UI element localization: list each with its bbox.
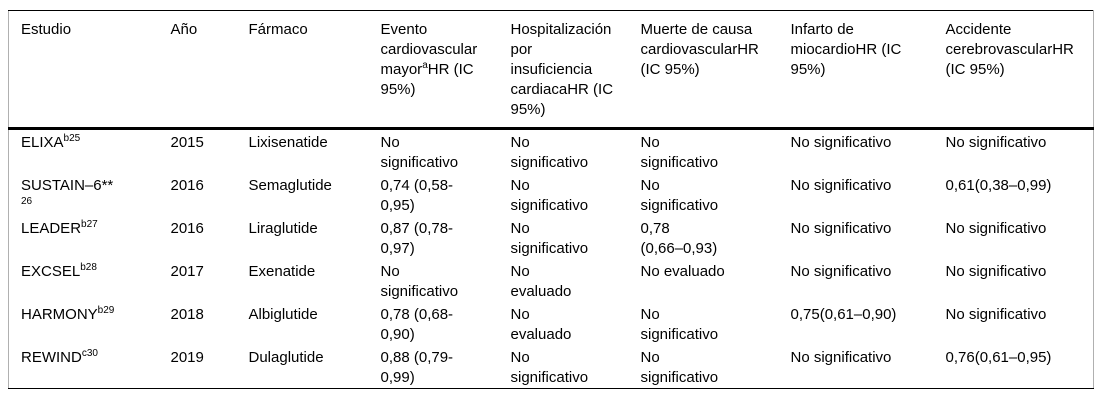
value-cell-hospitalizacion-insuficiencia-cardiaca: No significativo bbox=[510, 134, 589, 171]
table-row: ELIXAb25 2015 Lixisenatide No significativo… bbox=[9, 129, 1094, 174]
glp1-cv-outcomes-table: Estudio Año Fármaco Evento cardiovascular m… bbox=[8, 10, 1094, 389]
value-cell-muerte-causa-cardiovascular: No significativo bbox=[640, 349, 719, 386]
study-cell: EXCSELb28 bbox=[21, 262, 97, 281]
study-cell: SUSTAIN–6** 26 bbox=[21, 177, 114, 207]
footnote-marker: b28 bbox=[80, 262, 97, 273]
column-header-estudio: Estudio bbox=[21, 21, 72, 38]
column-header-evento-cardiovascular-mayor: Evento cardiovascular mayoraHR (IC 95%) bbox=[380, 21, 478, 98]
value-cell-hospitalizacion-insuficiencia-cardiaca: No significativo bbox=[510, 220, 589, 257]
table-row: LEADERb27 2016 Liraglutide 0,87 (0,78- 0,97… bbox=[9, 216, 1094, 259]
value-cell-hospitalizacion-insuficiencia-cardiaca: No evaluado bbox=[510, 263, 572, 300]
column-header-infarto-miocardio: Infarto de miocardioHR (IC 95%) bbox=[790, 21, 902, 78]
value-cell-hospitalizacion-insuficiencia-cardiaca: No evaluado bbox=[510, 306, 572, 343]
value-cell-evento-cardiovascular-mayor: No significativo bbox=[380, 263, 459, 300]
value-cell-hospitalizacion-insuficiencia-cardiaca: No significativo bbox=[510, 349, 589, 386]
header-row: Estudio Año Fármaco Evento cardiovascular m… bbox=[8, 11, 1094, 129]
column-header-accidente-cerebrovascular: Accidente cerebrovascularHR (IC 95%) bbox=[945, 21, 1074, 78]
drug-cell: Albiglutide bbox=[248, 306, 318, 323]
value-cell-accidente-cerebrovascular: No significativo bbox=[945, 263, 1047, 280]
value-cell-accidente-cerebrovascular: 0,61(0,38–0,99) bbox=[945, 177, 1052, 194]
value-cell-muerte-causa-cardiovascular: 0,78 (0,66–0,93) bbox=[640, 220, 718, 257]
value-cell-infarto-miocardio: No significativo bbox=[790, 349, 892, 366]
table-row: SUSTAIN–6** 26 2016 Semaglutide 0,74 (0,58- … bbox=[9, 173, 1094, 216]
year-cell: 2019 bbox=[170, 349, 204, 366]
value-cell-infarto-miocardio: No significativo bbox=[790, 134, 892, 151]
value-cell-evento-cardiovascular-mayor: 0,88 (0,79- 0,99) bbox=[380, 349, 454, 386]
year-cell: 2016 bbox=[170, 177, 204, 194]
value-cell-infarto-miocardio: No significativo bbox=[790, 177, 892, 194]
value-cell-infarto-miocardio: No significativo bbox=[790, 220, 892, 237]
value-cell-hospitalizacion-insuficiencia-cardiaca: No significativo bbox=[510, 177, 589, 214]
value-cell-evento-cardiovascular-mayor: 0,74 (0,58- 0,95) bbox=[380, 177, 454, 214]
footnote-marker: b29 bbox=[97, 305, 115, 316]
study-cell: ELIXAb25 bbox=[21, 133, 81, 152]
value-cell-muerte-causa-cardiovascular: No significativo bbox=[640, 177, 719, 214]
drug-cell: Dulaglutide bbox=[248, 349, 324, 366]
year-cell: 2018 bbox=[170, 306, 204, 323]
column-header-hospitalizacion-insuficiencia-cardiaca: Hospitalización por insuficiencia cardia… bbox=[510, 21, 614, 118]
drug-cell: Exenatide bbox=[248, 263, 316, 280]
column-header-muerte-causa-cardiovascular: Muerte de causa cardiovascularHR (IC 95%… bbox=[640, 21, 759, 78]
value-cell-muerte-causa-cardiovascular: No evaluado bbox=[640, 263, 725, 280]
value-cell-evento-cardiovascular-mayor: No significativo bbox=[380, 134, 459, 171]
value-cell-muerte-causa-cardiovascular: No significativo bbox=[640, 306, 719, 343]
column-header-ano: Año bbox=[170, 21, 198, 38]
value-cell-accidente-cerebrovascular: 0,76(0,61–0,95) bbox=[945, 349, 1052, 366]
footnote-marker: a bbox=[422, 60, 428, 71]
year-cell: 2017 bbox=[170, 263, 204, 280]
footnote-marker: c30 bbox=[81, 348, 98, 359]
value-cell-evento-cardiovascular-mayor: 0,87 (0,78- 0,97) bbox=[380, 220, 454, 257]
value-cell-infarto-miocardio: No significativo bbox=[790, 263, 892, 280]
value-cell-muerte-causa-cardiovascular: No significativo bbox=[640, 134, 719, 171]
value-cell-evento-cardiovascular-mayor: 0,78 (0,68- 0,90) bbox=[380, 306, 454, 343]
value-cell-accidente-cerebrovascular: No significativo bbox=[945, 134, 1047, 151]
value-cell-infarto-miocardio: 0,75(0,61–0,90) bbox=[790, 306, 897, 323]
table-row: HARMONYb29 2018 Albiglutide 0,78 (0,68- 0,9… bbox=[9, 302, 1094, 345]
study-cell: REWINDc30 bbox=[21, 348, 98, 367]
drug-cell: Liraglutide bbox=[248, 220, 318, 237]
year-cell: 2016 bbox=[170, 220, 204, 237]
value-cell-accidente-cerebrovascular: No significativo bbox=[945, 306, 1047, 323]
study-cell: HARMONYb29 bbox=[21, 305, 115, 324]
value-cell-accidente-cerebrovascular: No significativo bbox=[945, 220, 1047, 237]
table-body: ELIXAb25 2015 Lixisenatide No significativo… bbox=[9, 129, 1094, 389]
footnote-marker: b27 bbox=[81, 219, 98, 230]
drug-cell: Semaglutide bbox=[248, 177, 332, 194]
year-cell: 2015 bbox=[170, 134, 204, 151]
footnote-marker: b25 bbox=[63, 133, 81, 144]
study-cell: LEADERb27 bbox=[21, 219, 98, 238]
column-header-farmaco: Fármaco bbox=[248, 21, 308, 38]
footnote-marker: 26 bbox=[21, 196, 33, 207]
drug-cell: Lixisenatide bbox=[248, 134, 328, 151]
table-row: EXCSELb28 2017 Exenatide No significativo No… bbox=[9, 259, 1094, 302]
table-row: REWINDc30 2019 Dulaglutide 0,88 (0,79- 0,99… bbox=[9, 345, 1094, 389]
